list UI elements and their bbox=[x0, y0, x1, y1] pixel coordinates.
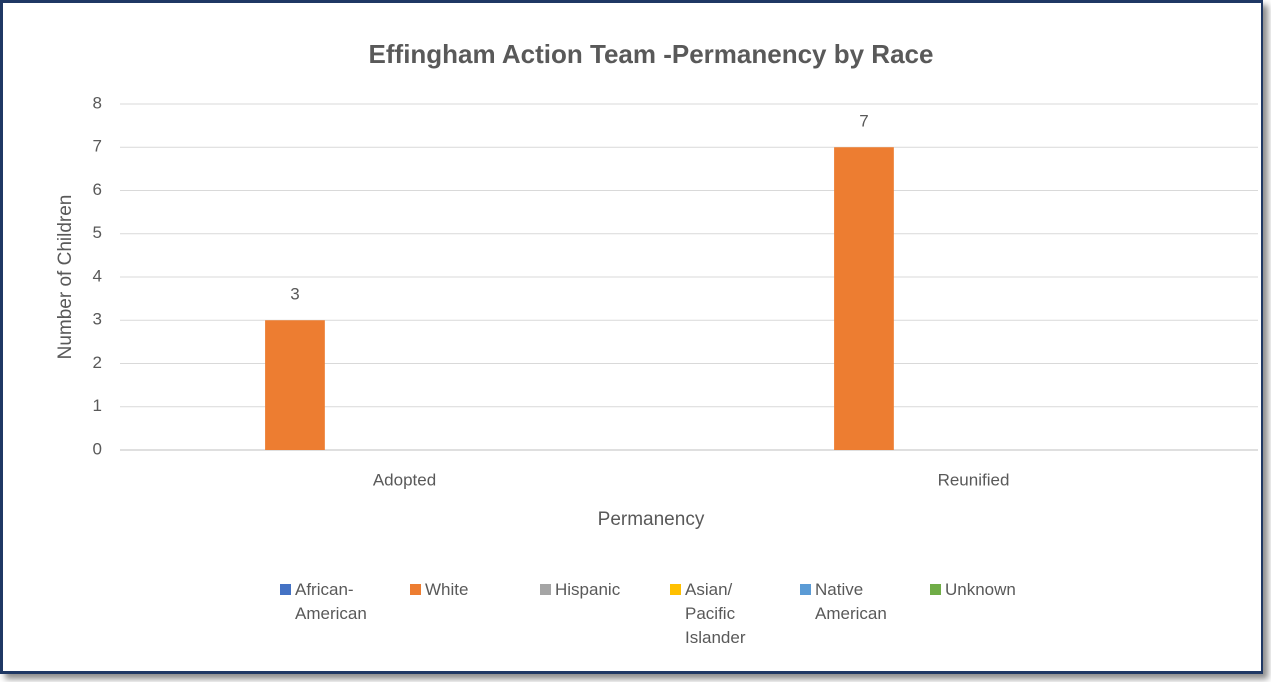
y-axis-title: Number of Children bbox=[55, 195, 76, 360]
data-label: 7 bbox=[859, 112, 868, 131]
legend-item: Hispanic bbox=[540, 578, 670, 650]
x-axis-title: Permanency bbox=[598, 509, 705, 530]
y-tick-label: 2 bbox=[93, 353, 102, 372]
y-tick-label: 8 bbox=[93, 93, 102, 112]
legend-label: Hispanic bbox=[555, 580, 621, 599]
legend-swatch bbox=[280, 584, 291, 595]
legend-item: Asian/ Pacific Islander bbox=[670, 578, 800, 650]
legend-item: Native American bbox=[800, 578, 930, 650]
legend-swatch bbox=[800, 584, 811, 595]
legend-label: Native American bbox=[815, 580, 887, 623]
bar bbox=[265, 320, 325, 450]
x-tick-label: Adopted bbox=[373, 470, 436, 489]
legend-label: African-American bbox=[295, 580, 367, 623]
legend-item: White bbox=[410, 578, 540, 650]
y-tick-label: 0 bbox=[93, 439, 102, 458]
chart-title: Effingham Action Team -Permanency by Rac… bbox=[369, 39, 934, 69]
legend-swatch bbox=[930, 584, 941, 595]
data-label: 3 bbox=[290, 285, 299, 304]
legend: African-American White Hispanic Asian/ Paci… bbox=[280, 578, 1060, 650]
legend-item: African-American bbox=[280, 578, 410, 650]
legend-label: Asian/ Pacific Islander bbox=[685, 580, 746, 647]
legend-label: Unknown bbox=[945, 580, 1016, 599]
legend-swatch bbox=[540, 584, 551, 595]
legend-swatch bbox=[670, 584, 681, 595]
bar bbox=[834, 147, 894, 450]
y-tick-label: 6 bbox=[93, 180, 102, 199]
legend-swatch bbox=[410, 584, 421, 595]
y-tick-label: 5 bbox=[93, 223, 102, 242]
legend-label: White bbox=[425, 580, 469, 599]
y-tick-label: 7 bbox=[93, 137, 102, 156]
y-tick-label: 1 bbox=[93, 396, 102, 415]
y-tick-label: 3 bbox=[93, 310, 102, 329]
x-tick-label: Reunified bbox=[938, 470, 1010, 489]
y-tick-label: 4 bbox=[93, 266, 102, 285]
legend-item: Unknown bbox=[930, 578, 1060, 650]
